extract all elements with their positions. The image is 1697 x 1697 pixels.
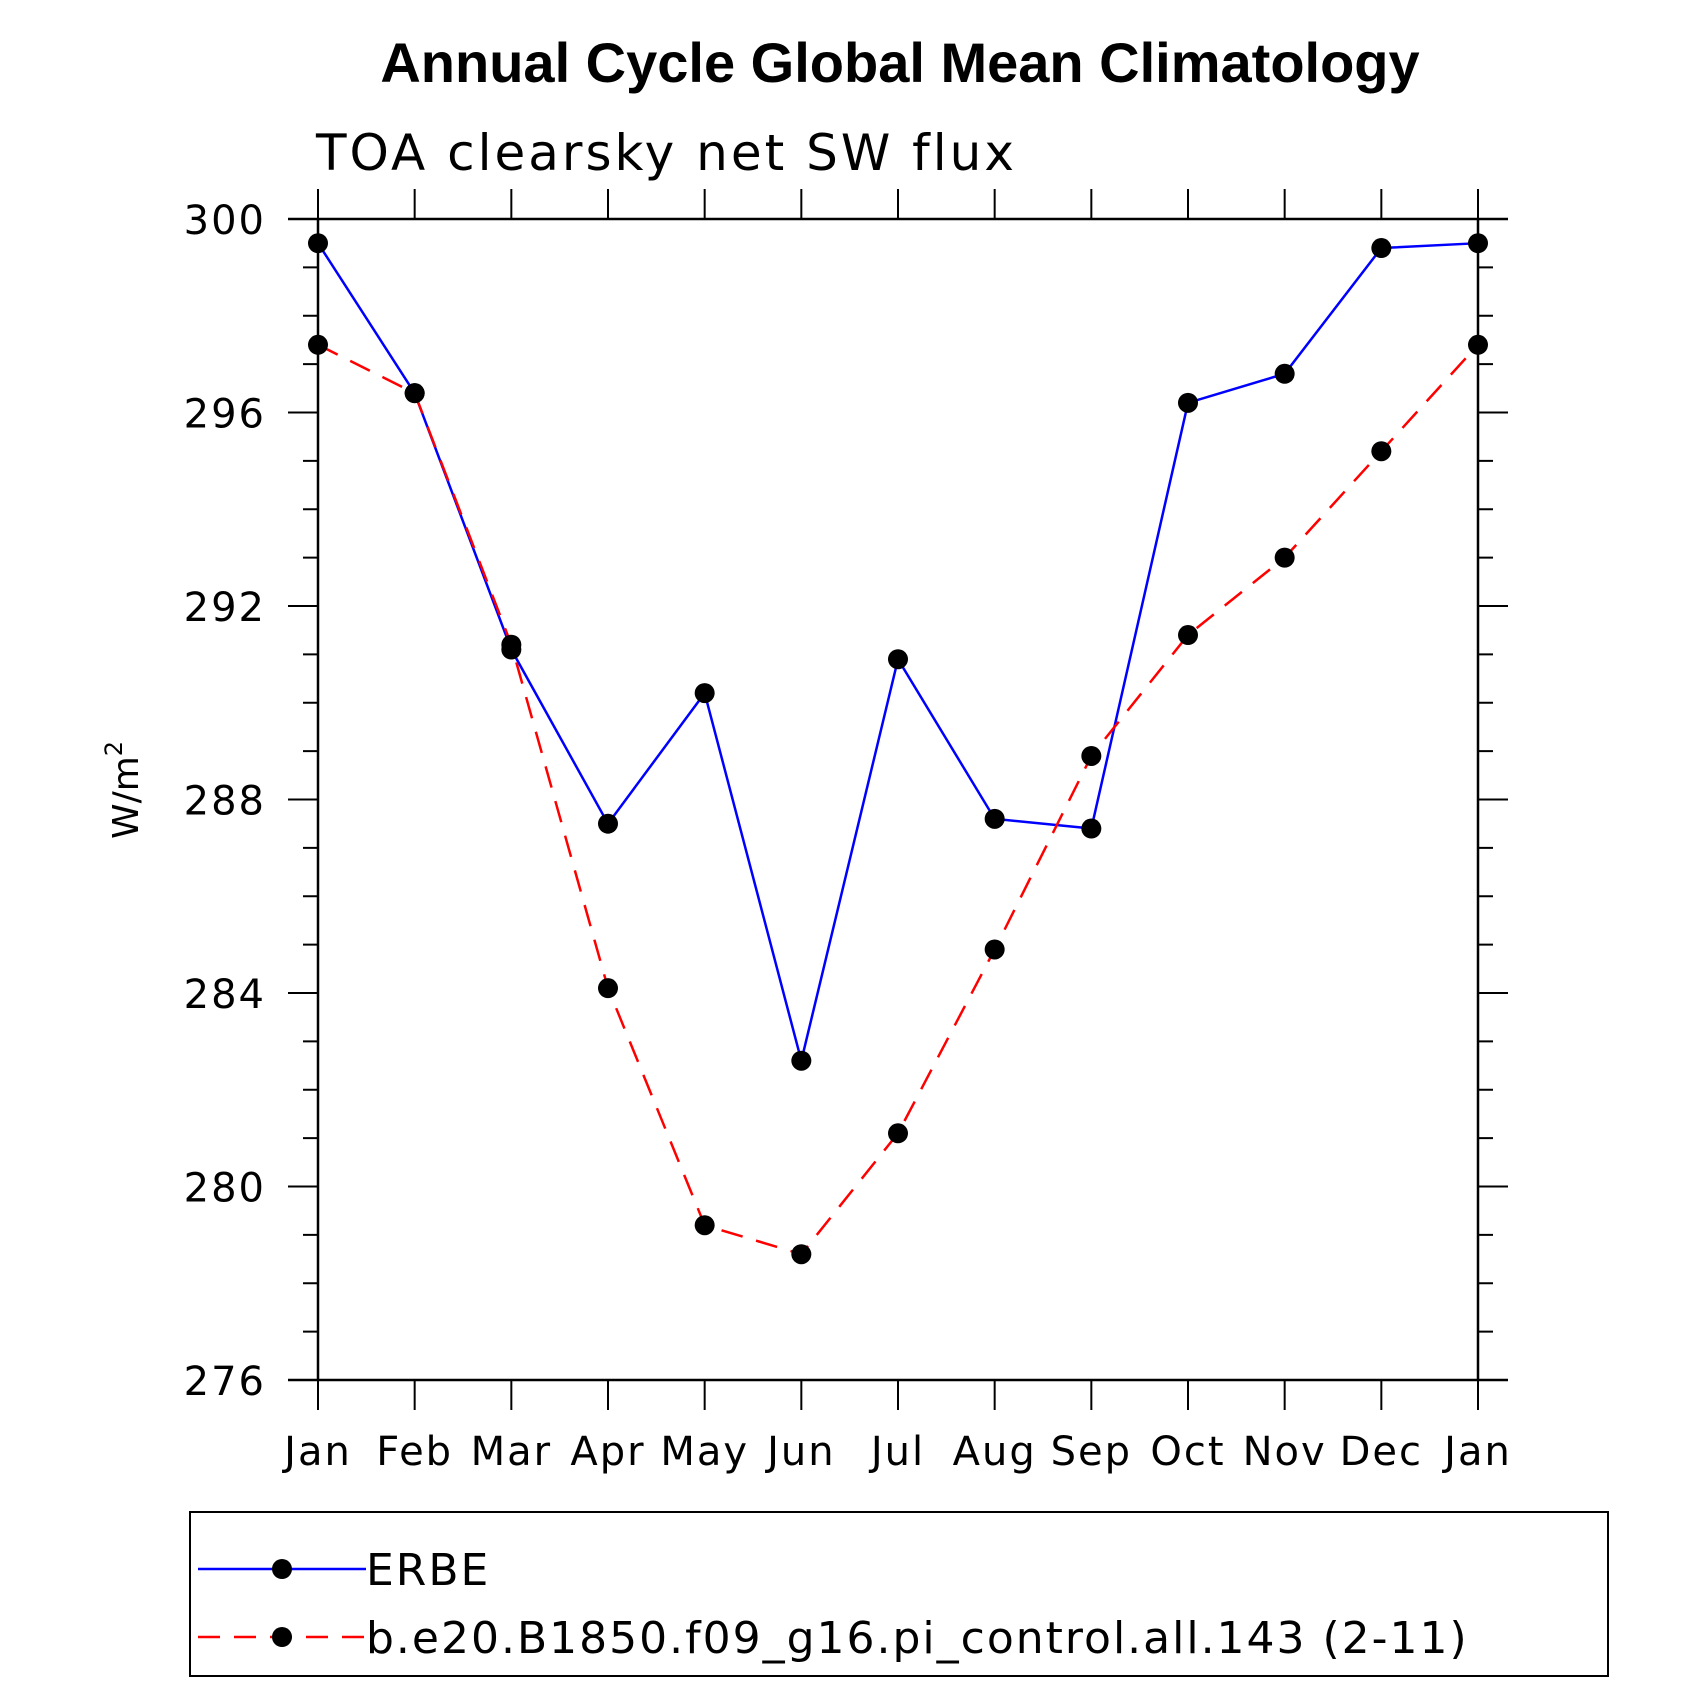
- x-tick-label: Dec: [1340, 1429, 1423, 1475]
- x-tick-label: Mar: [471, 1429, 552, 1475]
- chart-subtitle: TOA clearsky net SW flux: [315, 124, 1017, 182]
- series-2-point: [888, 1123, 908, 1144]
- x-tick-label: May: [660, 1429, 749, 1475]
- legend-label-1: ERBE: [366, 1545, 490, 1596]
- series-line-2: [317, 343, 1479, 1256]
- legend-items: ERBE b.e20.B1850.f09_g16.pi_control.all.1…: [198, 1545, 1469, 1664]
- y-tick-label: 284: [184, 972, 266, 1018]
- x-tick-label: Jun: [764, 1429, 836, 1475]
- series-2-point: [308, 334, 328, 355]
- legend-box: [189, 1511, 1609, 1677]
- series-2-point: [598, 978, 618, 999]
- series-1-point: [598, 813, 618, 834]
- y-axis-label-text: W/m: [106, 756, 147, 839]
- x-tick-label: Aug: [953, 1429, 1037, 1475]
- svg-text:W/m2: W/m2: [100, 741, 147, 839]
- series-2-point: [694, 1215, 715, 1236]
- y-tick-label: 288: [184, 779, 266, 825]
- series-2-point: [791, 1244, 812, 1265]
- y-tick-label: 280: [184, 1166, 266, 1212]
- axes: 276 280 284 288 292 296 300 Jan Feb Mar Apr May Jun J…: [184, 189, 1512, 1475]
- y-axis-label: W/m2: [100, 741, 147, 839]
- series-1-point: [1274, 363, 1295, 384]
- y-tick-label: 292: [184, 585, 266, 631]
- series-2-point: [984, 939, 1005, 960]
- y-tick-label: 276: [184, 1359, 266, 1405]
- y-tick-label: 300: [184, 198, 266, 244]
- series-2-point: [404, 383, 425, 404]
- series-1-point: [694, 683, 715, 704]
- series-1-point: [1178, 392, 1198, 413]
- legend: ERBE b.e20.B1850.f09_g16.pi_control.all.1…: [189, 1511, 1609, 1677]
- series-1-point: [984, 808, 1005, 829]
- x-tick-label: Jan: [1441, 1429, 1512, 1475]
- legend-marker-1: [272, 1559, 292, 1579]
- legend-label-2: b.e20.B1850.f09_g16.pi_control.all.143 (…: [366, 1613, 1469, 1664]
- series-2-point: [1178, 625, 1198, 646]
- x-tick-label: Jan: [281, 1429, 352, 1475]
- series-1-point: [1371, 238, 1392, 259]
- x-tick-label: Jul: [868, 1429, 925, 1475]
- x-tick-label: Nov: [1243, 1429, 1327, 1475]
- y-tick-label: 296: [184, 392, 266, 438]
- series-2-point: [1468, 334, 1488, 355]
- series-2-point: [1371, 441, 1392, 462]
- x-tick-label: Oct: [1150, 1429, 1225, 1475]
- legend-marker-2: [272, 1627, 292, 1647]
- series-layer: [308, 233, 1488, 1265]
- series-1-point: [1468, 233, 1488, 254]
- chart-title: Annual Cycle Global Mean Climatology: [380, 31, 1419, 94]
- series-2-point: [1274, 547, 1295, 568]
- x-tick-label: Sep: [1051, 1429, 1132, 1475]
- y-axis-label-superscript: 2: [100, 741, 128, 756]
- series-1-point: [308, 233, 328, 254]
- series-2-point: [501, 634, 522, 655]
- x-tick-label: Feb: [376, 1429, 453, 1475]
- x-tick-label: Apr: [570, 1429, 645, 1475]
- series-1-point: [1081, 818, 1102, 839]
- series-1-point: [791, 1050, 812, 1071]
- series-1-point: [888, 649, 908, 670]
- series-2-point: [1081, 745, 1102, 766]
